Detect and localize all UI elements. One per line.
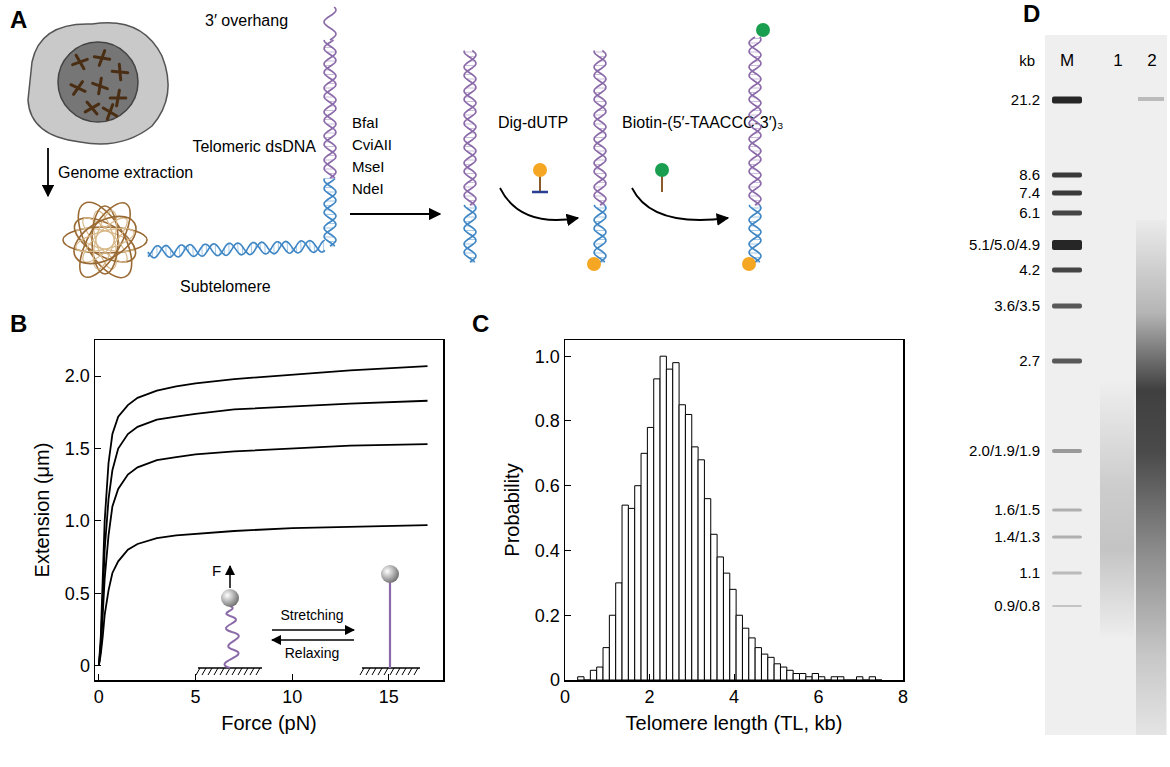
svg-text:8.6: 8.6 [1019,166,1040,183]
svg-text:2: 2 [1147,51,1156,70]
svg-text:NdeI: NdeI [352,180,384,197]
svg-text:kb: kb [1019,52,1035,69]
svg-text:2.0: 2.0 [65,366,90,386]
svg-text:0: 0 [560,687,570,707]
svg-text:0: 0 [80,656,90,676]
svg-text:2: 2 [644,687,654,707]
svg-text:10: 10 [282,687,302,707]
svg-text:Probability: Probability [501,463,523,556]
svg-text:BfaI: BfaI [352,114,379,131]
svg-text:0.9/0.8: 0.9/0.8 [994,597,1040,614]
svg-text:1.6/1.5: 1.6/1.5 [994,501,1040,518]
svg-text:7.4: 7.4 [1019,184,1040,201]
svg-text:Telomeric dsDNA: Telomeric dsDNA [192,138,316,155]
svg-text:F: F [212,562,221,579]
svg-text:D: D [1023,0,1040,27]
svg-text:1.4/1.3: 1.4/1.3 [994,528,1040,545]
svg-text:0.6: 0.6 [535,476,560,496]
svg-text:3′ overhang: 3′ overhang [205,12,288,29]
svg-text:2.7: 2.7 [1019,352,1040,369]
svg-text:Relaxing: Relaxing [285,645,339,661]
svg-text:0.5: 0.5 [65,583,90,603]
svg-text:Telomere length (TL, kb): Telomere length (TL, kb) [626,712,843,734]
svg-text:21.2: 21.2 [1011,91,1040,108]
svg-text:0.2: 0.2 [535,606,560,626]
svg-text:0: 0 [550,670,560,690]
svg-text:6.1: 6.1 [1019,204,1040,221]
svg-text:15: 15 [379,687,399,707]
svg-text:4.2: 4.2 [1019,261,1040,278]
svg-text:Stretching: Stretching [280,607,343,623]
svg-text:1.5: 1.5 [65,439,90,459]
svg-text:1.0: 1.0 [65,511,90,531]
svg-text:CviAII: CviAII [352,136,392,153]
svg-text:3.6/3.5: 3.6/3.5 [994,297,1040,314]
svg-text:1: 1 [1113,51,1122,70]
svg-text:2.0/1.9/1.9: 2.0/1.9/1.9 [969,442,1040,459]
svg-text:6: 6 [813,687,823,707]
html-text:A: A [10,6,28,33]
svg-text:5: 5 [191,687,201,707]
svg-text:Subtelomere: Subtelomere [180,278,271,295]
svg-text:Dig-dUTP: Dig-dUTP [498,114,568,131]
svg-text:Force (pN): Force (pN) [221,712,317,734]
svg-text:Biotin-(5′-TAACCC-3′)₃: Biotin-(5′-TAACCC-3′)₃ [622,114,784,131]
html-text:B: B [10,310,28,337]
html-text:C: C [472,310,490,337]
svg-text:0: 0 [94,687,104,707]
svg-text:0.4: 0.4 [535,541,560,561]
svg-text:M: M [1060,51,1074,70]
svg-text:MseI: MseI [352,158,385,175]
svg-text:1.0: 1.0 [535,346,560,366]
svg-text:8: 8 [898,687,908,707]
svg-text:1.1: 1.1 [1019,564,1040,581]
svg-text:0.8: 0.8 [535,411,560,431]
svg-text:4: 4 [729,687,739,707]
svg-text:Extension (μm): Extension (μm) [31,443,53,578]
svg-text:Genome extraction: Genome extraction [58,164,193,181]
svg-text:5.1/5.0/4.9: 5.1/5.0/4.9 [969,236,1040,253]
